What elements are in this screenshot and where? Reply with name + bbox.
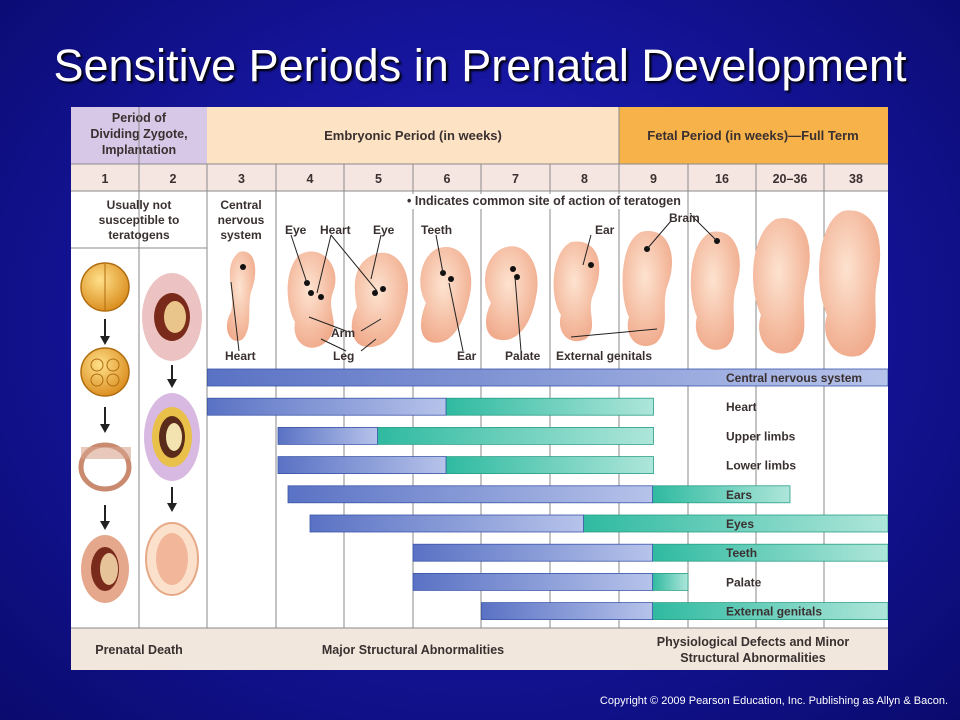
bar-row-ears: Ears: [287, 485, 791, 504]
week-label-3: 3: [238, 172, 245, 186]
bar-label: Palate: [726, 575, 762, 589]
week-label-4: 4: [307, 172, 314, 186]
teratogen-site-note: • Indicates common site of action of ter…: [407, 194, 681, 208]
label-arm: Arm: [331, 326, 355, 340]
label-brain: Brain: [669, 211, 700, 225]
bar-row-eyes: Eyes: [309, 514, 888, 533]
week-label-8: 8: [581, 172, 588, 186]
sensitivity-bars: Central nervous system Heart Upper limbs Lo…: [207, 368, 888, 621]
bar-label: Teeth: [726, 546, 757, 560]
sensitive-bar: [481, 602, 653, 621]
cns-label-line-2: nervous: [218, 213, 265, 227]
bar-row-external-genitals: External genitals: [481, 602, 888, 621]
week-label-7: 7: [512, 172, 519, 186]
footer-physiological-line-1: Physiological Defects and Minor: [657, 635, 850, 649]
copyright-notice: Copyright © 2009 Pearson Education, Inc.…: [599, 695, 948, 707]
bar-row-teeth: Teeth: [412, 543, 888, 562]
less-sensitive-bar: [652, 572, 689, 591]
embryo-illustrations: [226, 210, 881, 357]
bar-label: Ears: [726, 488, 752, 502]
footer-major-abnormalities: Major Structural Abnormalities: [322, 643, 504, 657]
bar-row-lower-limbs: Lower limbs: [277, 456, 796, 475]
less-sensitive-bar: [652, 543, 888, 562]
cns-label-line-1: Central: [220, 198, 261, 212]
slide-title: Sensitive Periods in Prenatal Developmen…: [53, 40, 907, 91]
bar-row-heart: Heart: [207, 397, 757, 416]
sensitive-bar: [287, 485, 653, 504]
week-label-6: 6: [444, 172, 451, 186]
sensitive-bar: [412, 543, 653, 562]
label-heart-2: Heart: [320, 223, 351, 237]
sensitive-bar: [277, 426, 378, 445]
week-label-5: 5: [375, 172, 382, 186]
embryonic-header-cell: [207, 107, 619, 164]
bar-row-central-nervous-system: Central nervous system: [207, 368, 888, 387]
cns-label-line-3: system: [220, 228, 261, 242]
sensitive-bar: [277, 456, 447, 475]
fetal-header-cell: [619, 107, 888, 164]
label-teeth: Teeth: [421, 223, 452, 237]
week-labels: 1 2 3 4 5 6 7 8 9 16 20–36 38: [102, 172, 863, 186]
zygote-note-line-1: Usually not: [107, 198, 172, 212]
bar-label: External genitals: [726, 605, 822, 619]
zygote-note-line-3: teratogens: [108, 228, 170, 242]
bar-label: Upper limbs: [726, 429, 796, 443]
sensitive-bar: [412, 572, 653, 591]
label-ear-top: Ear: [595, 223, 615, 237]
bar-label: Lower limbs: [726, 459, 796, 473]
label-leg: Leg: [333, 349, 354, 363]
label-palate: Palate: [505, 349, 541, 363]
week-label-1: 1: [102, 172, 109, 186]
less-sensitive-bar: [445, 397, 654, 416]
zygote-note-line-2: susceptible to: [99, 213, 180, 227]
bar-label: Central nervous system: [726, 371, 862, 385]
sensitive-bar: [207, 368, 888, 387]
bar-label: Heart: [726, 400, 757, 414]
sensitive-bar: [207, 397, 447, 416]
label-leader-lines: [230, 214, 718, 352]
label-external-genitals: External genitals: [556, 349, 652, 363]
week-row: [71, 164, 888, 191]
label-ear-bottom: Ear: [457, 349, 477, 363]
label-heart-left: Heart: [225, 349, 256, 363]
bar-row-upper-limbs: Upper limbs: [277, 426, 796, 445]
week-label-11: 20–36: [773, 172, 808, 186]
week-label-12: 38: [849, 172, 863, 186]
less-sensitive-bar: [445, 456, 654, 475]
week-label-10: 16: [715, 172, 729, 186]
less-sensitive-bar: [377, 426, 654, 445]
footer-prenatal-death: Prenatal Death: [95, 643, 183, 657]
teratogen-figure: Period of Dividing Zygote, Implantation …: [71, 107, 888, 670]
footer-physiological-line-2: Structural Abnormalities: [680, 651, 825, 665]
label-eye-2: Eye: [373, 223, 395, 237]
zygote-illustrations: [78, 262, 202, 603]
sensitive-bar: [309, 514, 584, 533]
week-label-2: 2: [170, 172, 177, 186]
less-sensitive-bar: [652, 485, 791, 504]
embryonic-header-label: Embryonic Period (in weeks): [324, 128, 502, 143]
week-label-9: 9: [650, 172, 657, 186]
label-eye-1: Eye: [285, 223, 307, 237]
fetal-header-label: Fetal Period (in weeks)—Full Term: [647, 128, 858, 143]
bar-label: Eyes: [726, 517, 754, 531]
bar-row-palate: Palate: [412, 572, 762, 591]
footer-row: [71, 628, 888, 670]
